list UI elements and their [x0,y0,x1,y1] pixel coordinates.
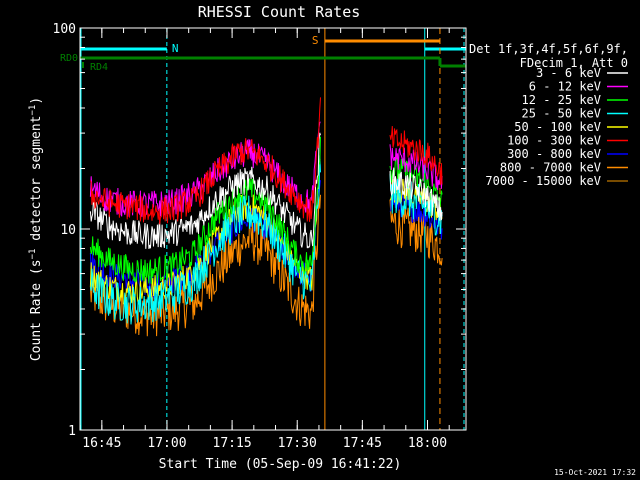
legend-label: 6 - 12 keV [529,80,601,94]
legend-label: 100 - 300 keV [507,134,601,148]
x-tick-label: 17:15 [213,436,252,451]
legend-header: FDecim 1, Att 0 [520,56,628,70]
saa-label: S [312,34,319,47]
y-axis-label-exponent: −1 [28,105,38,116]
footer-date: 15-Oct-2021 17:32 [554,468,636,477]
y-axis: 1 10 100 [53,22,466,439]
legend-header: Det 1f,3f,4f,5f,6f,9f, [469,42,628,56]
legend-label: 3 - 6 keV [536,66,601,80]
night-label: N [172,42,179,55]
legend-label: 800 - 7000 keV [500,161,601,175]
y-tick-label: 10 [60,223,76,238]
decimation-label: RD4 [90,62,108,73]
series-trace [89,194,321,337]
y-axis-label: Count Rate (s−1 detector segment−1) [28,97,44,361]
legend-label: 300 - 800 keV [507,147,601,161]
legend-label: 25 - 50 keV [522,107,601,121]
x-tick-label: 17:30 [278,436,317,451]
legend-label: 50 - 100 keV [514,120,601,134]
legend: Det 1f,3f,4f,5f,6f,9f, FDecim 1, Att 0 3… [469,42,628,188]
chart-title: RHESSI Count Rates [198,3,361,21]
x-axis: 16:45 17:00 17:15 17:30 17:45 18:00 [79,28,450,451]
series-trace [89,132,321,250]
x-tick-label: 17:00 [147,436,186,451]
series-trace [389,189,443,240]
series-trace [389,126,443,185]
series-trace [89,136,321,284]
series-trace [389,173,443,236]
y-tick-label: 100 [53,22,76,37]
legend-label: 12 - 25 keV [522,93,601,107]
series-layer [89,97,443,337]
y-axis-label-exponent: −1 [28,249,38,260]
series-trace [89,97,321,225]
series-trace [89,155,321,325]
y-axis-label-text: Count Rate (s [29,259,44,361]
x-tick-label: 16:45 [82,436,121,451]
decimation-label: RD0 [60,53,78,64]
x-tick-label: 17:45 [343,436,382,451]
series-trace [389,167,443,221]
x-axis-label: Start Time (05-Sep-09 16:41:22) [159,457,402,472]
y-axis-label-text: ) [29,97,44,105]
y-axis-label-text: detector segment [29,116,44,249]
x-tick-label: 18:00 [408,436,447,451]
y-tick-label: 1 [68,424,76,439]
legend-label: 7000 - 15000 keV [485,174,601,188]
series-trace [389,199,443,266]
